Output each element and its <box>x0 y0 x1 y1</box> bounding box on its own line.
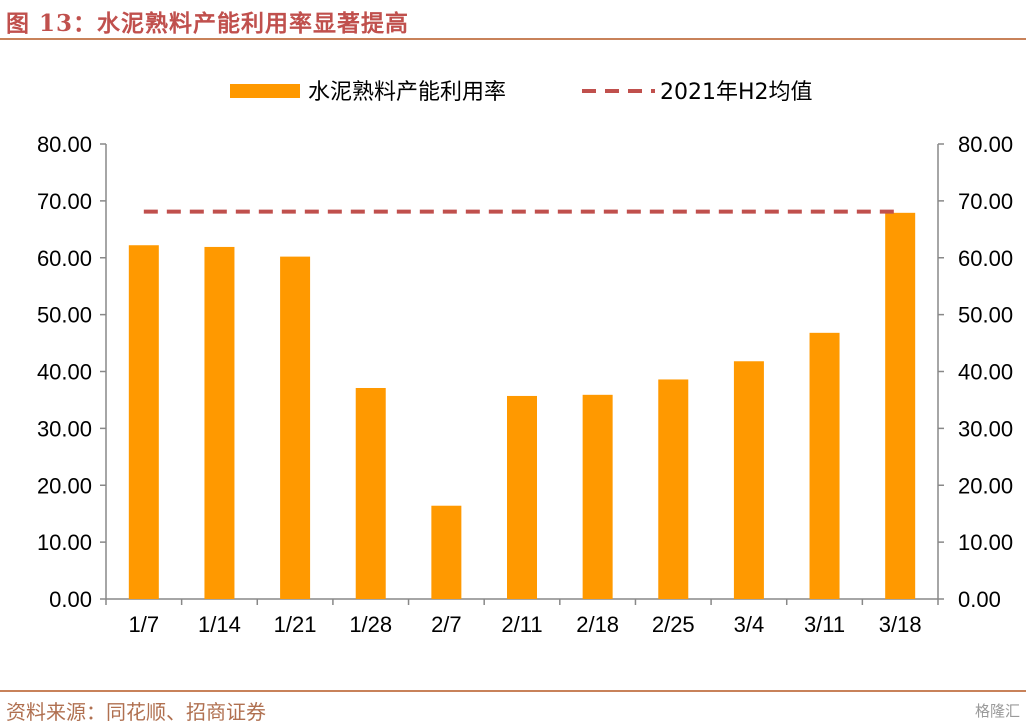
legend-bar-swatch <box>230 84 300 98</box>
x-tick-label: 1/7 <box>129 612 160 637</box>
y2-tick-label: 20.00 <box>958 473 1013 498</box>
bar <box>204 246 235 599</box>
y-tick-label: 50.00 <box>37 303 92 328</box>
bar <box>809 332 840 599</box>
y2-tick-label: 80.00 <box>958 132 1013 157</box>
x-tick-label: 2/25 <box>652 612 695 637</box>
data-source-note: 资料来源：同花顺、招商证券 <box>6 700 266 724</box>
y2-tick-label: 50.00 <box>958 303 1013 328</box>
bar-chart: 水泥熟料产能利用率 2021年H2均值 0.00 10.00 20.00 30.00 40… <box>37 80 1013 637</box>
x-tick-label: 2/18 <box>576 612 619 637</box>
y-tick-label: 20.00 <box>37 473 92 498</box>
x-tick-label: 3/4 <box>734 612 765 637</box>
watermark-logo: 格隆汇 <box>974 702 1020 720</box>
footer-divider <box>0 690 1026 692</box>
bar <box>582 394 613 599</box>
bar <box>658 379 689 599</box>
x-tick-label: 3/18 <box>879 612 922 637</box>
y-tick-label: 30.00 <box>37 416 92 441</box>
y2-tick-label: 0.00 <box>958 587 1001 612</box>
x-tick-label: 1/21 <box>274 612 317 637</box>
bar <box>885 212 916 599</box>
y2-tick-label: 70.00 <box>958 189 1013 214</box>
y-tick-label: 70.00 <box>37 189 92 214</box>
y2-tick-label: 60.00 <box>958 246 1013 271</box>
bar <box>507 395 537 599</box>
y2-tick-label: 30.00 <box>958 416 1013 441</box>
y-tick-label: 40.00 <box>37 360 92 385</box>
bar <box>128 245 159 600</box>
title-divider <box>0 38 1026 40</box>
y2-tick-label: 40.00 <box>958 360 1013 385</box>
x-tick-label: 1/14 <box>198 612 241 637</box>
chart-axes: 0.00 10.00 20.00 30.00 40.00 50.00 60.00 70.00 8… <box>37 132 1013 637</box>
bar <box>733 361 764 599</box>
x-tick-label: 2/11 <box>501 612 542 637</box>
x-tick-label: 3/11 <box>804 612 845 637</box>
y-tick-label: 80.00 <box>37 132 92 157</box>
y2-tick-label: 10.00 <box>958 530 1013 555</box>
bar <box>431 505 462 599</box>
x-tick-label: 2/7 <box>431 612 462 637</box>
figure-title: 图 13：水泥熟料产能利用率显著提高 <box>6 10 410 37</box>
chart-legend: 水泥熟料产能利用率 2021年H2均值 <box>230 80 813 105</box>
legend-line-label: 2021年H2均值 <box>660 80 813 105</box>
bar <box>355 387 386 599</box>
legend-bar-label: 水泥熟料产能利用率 <box>308 80 506 105</box>
y-tick-label: 60.00 <box>37 246 92 271</box>
y-tick-label: 10.00 <box>37 530 92 555</box>
bar-series <box>128 212 916 600</box>
x-tick-label: 1/28 <box>349 612 392 637</box>
bar <box>280 256 311 599</box>
y-tick-label: 0.00 <box>49 587 92 612</box>
